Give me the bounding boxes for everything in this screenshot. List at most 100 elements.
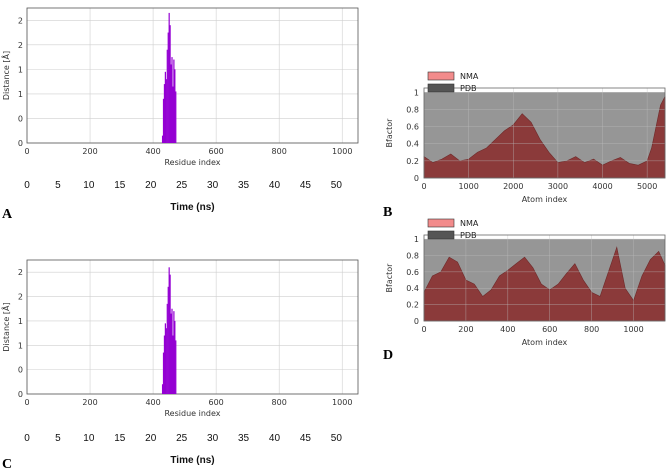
chart-b-y-tick-label: 0.8 xyxy=(406,105,419,114)
chart-b-x-tick-label: 2000 xyxy=(503,182,523,191)
chart-d-legend-label-pdb: PDB xyxy=(460,231,476,240)
chart-b-legend-label-pdb: PDB xyxy=(460,84,476,93)
chart-a-time-tick-label: 45 xyxy=(300,180,312,191)
chart-c-y-tick-label: 2 xyxy=(18,268,23,277)
chart-c-y-tick-label: 0 xyxy=(18,390,23,399)
chart-b-y-axis-label: Bfactor xyxy=(385,118,394,148)
chart-a-y-tick-label: 1 xyxy=(18,65,23,74)
chart-a-bar xyxy=(165,79,167,143)
chart-d-y-tick-label: 0.2 xyxy=(406,301,419,310)
chart-a-x-tick-label: 0 xyxy=(24,147,29,156)
chart-a-bar xyxy=(168,12,170,144)
chart-a-bar xyxy=(171,57,173,143)
chart-c-time-tick-label: 0 xyxy=(24,433,30,444)
chart-c-time-tick-label: 50 xyxy=(331,433,343,444)
chart-a-y-tick-label: 1 xyxy=(18,90,23,99)
chart-a-time-tick-label: 5 xyxy=(55,180,61,191)
chart-a-bar xyxy=(175,91,177,143)
chart-c-x-tick-label: 200 xyxy=(82,398,97,407)
chart-d-x-tick-label: 0 xyxy=(421,325,426,334)
chart-c-y-axis-label: Distance [Å] xyxy=(0,302,11,351)
chart-a-x-axis-label: Residue index xyxy=(164,158,220,167)
chart-c-plot-area xyxy=(27,260,358,394)
chart-a-x-tick-label: 600 xyxy=(209,147,224,156)
chart-b-frame xyxy=(423,87,666,179)
chart-b-legend-swatch-nma xyxy=(427,71,455,81)
chart-a-time-tick-label: 50 xyxy=(331,180,343,191)
chart-d-y-tick-label: 0 xyxy=(414,317,419,326)
chart-a-bar xyxy=(169,25,171,144)
chart-a-y-tick-label: 0 xyxy=(18,114,23,123)
chart-d-y-tick-label: 0.6 xyxy=(406,268,419,277)
chart-a-y-axis-label: Distance [Å] xyxy=(0,51,11,100)
chart-a-bar xyxy=(164,71,166,143)
chart-c-time-tick-label: 15 xyxy=(114,433,126,444)
chart-c-time-tick-label: 10 xyxy=(83,433,95,444)
chart-b-y-tick-label: 0.6 xyxy=(406,123,419,132)
chart-b-y-tick-label: 0.4 xyxy=(406,140,419,149)
chart-c-bar xyxy=(175,340,177,394)
chart-c-bar xyxy=(167,286,169,394)
chart-c-x-tick-label: 600 xyxy=(209,398,224,407)
chart-c-x-tick-label: 0 xyxy=(24,398,29,407)
chart-c-y-tick-label: 1 xyxy=(18,341,23,350)
chart-a-time-tick-label: 10 xyxy=(83,180,95,191)
chart-a-y-tick-label: 2 xyxy=(18,16,23,25)
chart-c-y-tick-label: 1 xyxy=(18,317,23,326)
chart-a-bar xyxy=(173,59,175,143)
chart-c-bar xyxy=(164,323,166,394)
chart-d-legend-label-nma: NMA xyxy=(460,219,479,228)
chart-b-y-tick-label: 0.2 xyxy=(406,157,419,166)
chart-a-y-tick-label: 0 xyxy=(18,139,23,148)
chart-a-time-axis-label: Time (ns) xyxy=(170,202,214,213)
chart-b-bfactor: 0 0.2 0.4 0.6 0.8 1 0 1000 2000 3000 4000 5000 NMA PD… xyxy=(385,71,666,204)
chart-d-frame xyxy=(423,234,666,322)
chart-c-y-tick-label: 0 xyxy=(18,366,23,375)
chart-c-bar xyxy=(172,335,174,394)
panel-label-a: A xyxy=(2,207,13,222)
chart-c-bar xyxy=(169,274,171,394)
chart-a-time-tick-label: 20 xyxy=(145,180,157,191)
chart-b-x-tick-label: 4000 xyxy=(592,182,612,191)
chart-a-x-tick-label: 800 xyxy=(272,147,287,156)
chart-b-legend-swatch-pdb xyxy=(427,83,455,93)
chart-c-time-tick-label: 30 xyxy=(207,433,219,444)
chart-a-bar xyxy=(170,64,172,143)
chart-d-y-tick-label: 0.4 xyxy=(406,284,419,293)
chart-c-time-axis-label: Time (ns) xyxy=(170,455,214,466)
chart-c-time-tick-label: 25 xyxy=(176,433,188,444)
chart-a-time-tick-label: 35 xyxy=(238,180,250,191)
chart-a-bar xyxy=(163,84,166,143)
chart-b-x-tick-label: 3000 xyxy=(548,182,568,191)
chart-c-x-tick-label: 800 xyxy=(272,398,287,407)
chart-c-frame xyxy=(26,259,359,395)
chart-c-bar xyxy=(166,303,168,394)
chart-a-time-tick-label: 15 xyxy=(114,180,126,191)
chart-c-bar xyxy=(165,328,167,394)
chart-a-x-tick-label: 400 xyxy=(145,147,160,156)
chart-a-bar xyxy=(161,135,164,143)
chart-c-bar xyxy=(174,320,176,394)
chart-c-bar xyxy=(171,308,173,394)
panel-label-b: B xyxy=(383,205,392,220)
chart-a-x-tick-label: 1000 xyxy=(332,147,352,156)
chart-a-bar xyxy=(166,49,168,143)
chart-a-time-tick-label: 40 xyxy=(269,180,281,191)
chart-a-time-tick-label: 0 xyxy=(24,180,30,191)
chart-c-bar xyxy=(162,352,165,394)
chart-a-x-tick-label: 200 xyxy=(82,147,97,156)
chart-c-time-tick-label: 35 xyxy=(238,433,250,444)
panel-label-c: C xyxy=(2,457,12,472)
chart-d-x-tick-label: 800 xyxy=(584,325,599,334)
chart-c-time-tick-label: 5 xyxy=(55,433,61,444)
chart-a-bar xyxy=(174,69,176,143)
chart-d-x-tick-label: 200 xyxy=(458,325,473,334)
chart-b-y-tick-label: 0 xyxy=(414,174,419,183)
chart-d-x-tick-label: 1000 xyxy=(623,325,643,334)
chart-a-bar xyxy=(172,86,174,143)
chart-c-time-tick-label: 20 xyxy=(145,433,157,444)
chart-c-time-tick-label: 40 xyxy=(269,433,281,444)
chart-d-legend-swatch-nma xyxy=(427,218,455,228)
